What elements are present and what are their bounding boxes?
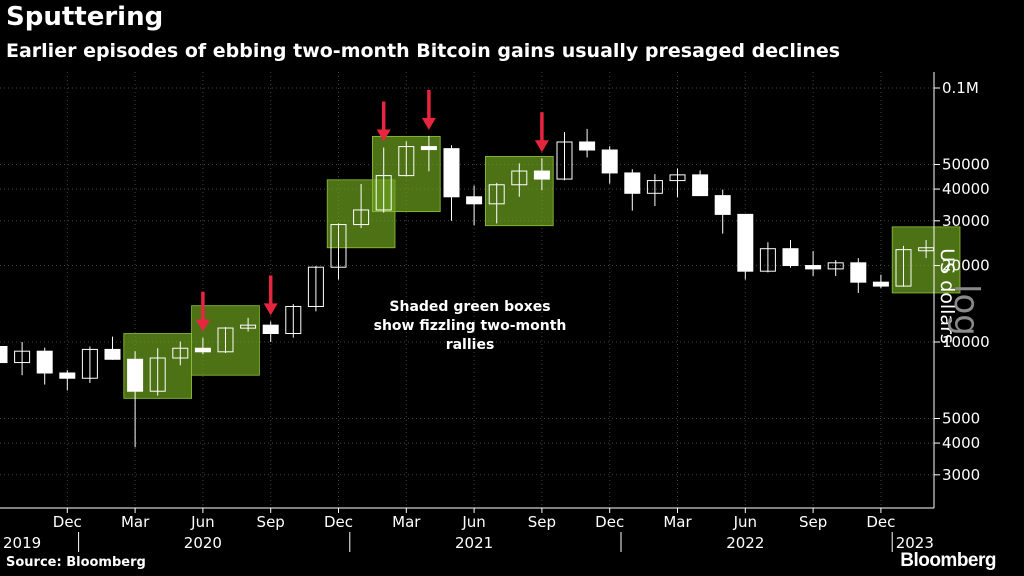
candle-body: [737, 213, 754, 272]
candle-body: [36, 350, 53, 374]
bloomberg-logo: Bloomberg: [900, 550, 996, 571]
candle-body: [398, 146, 415, 177]
candle-body: [895, 249, 912, 287]
y-tick-label: 4000: [942, 434, 980, 452]
candle-body: [307, 266, 324, 307]
candle-body: [466, 196, 483, 205]
candle-body: [805, 265, 822, 270]
candle-body: [375, 175, 392, 211]
y-tick-label: 50000: [942, 155, 990, 173]
x-axis: Dec Mar Jun Sep Dec Mar Jun Sep Dec Mar Jun Sep Dec2…: [0, 507, 934, 552]
candles: [0, 128, 935, 448]
year-label: 2023: [896, 534, 934, 552]
x-tick-label: Jun: [461, 513, 485, 531]
x-tick-label: Mar: [663, 513, 692, 531]
candle-body: [443, 148, 460, 198]
annotation-line-2: show fizzling two-month rallies: [373, 318, 567, 353]
year-label: 2019: [3, 534, 41, 552]
x-tick-label: Mar: [392, 513, 421, 531]
candle-body: [172, 347, 189, 359]
candle-body: [0, 346, 8, 364]
chart-annotation: Shaded green boxes show fizzling two-mon…: [370, 298, 570, 355]
candle-body: [669, 174, 686, 182]
candle-body: [601, 149, 618, 174]
x-tick-label: Jun: [190, 513, 214, 531]
year-label: 2020: [184, 534, 222, 552]
candle-body: [556, 141, 573, 180]
y-tick-label: 0.1M: [942, 79, 979, 97]
x-tick-label: Dec: [866, 513, 895, 531]
candle-body: [488, 184, 505, 205]
candle-body: [511, 170, 528, 186]
y-tick-label: 5000: [942, 409, 980, 427]
x-tick-label: Mar: [121, 513, 150, 531]
x-tick-label: Sep: [257, 513, 285, 531]
candle-body: [14, 350, 31, 364]
year-label: 2022: [726, 534, 764, 552]
y-tick-label: 3000: [942, 466, 980, 484]
candle-body: [850, 262, 867, 283]
candle-body: [59, 372, 76, 379]
annotation-line-1: Shaded green boxes: [389, 299, 551, 315]
candle-body: [646, 180, 663, 194]
y-axis: 3000 4000 5000 10000 20000 30000 40000 50000 0.1…: [933, 72, 990, 508]
source-note: Source: Bloomberg: [6, 555, 146, 570]
x-tick-label: Dec: [324, 513, 353, 531]
arrow-head: [263, 303, 278, 316]
candle-body: [240, 324, 257, 329]
candle-body: [285, 305, 302, 335]
candle-body: [759, 248, 776, 272]
candle-body: [624, 172, 641, 194]
arrow-head: [195, 319, 210, 332]
candle-body: [692, 174, 709, 197]
chart-subtitle: Earlier episodes of ebbing two-month Bit…: [6, 40, 841, 62]
candle-body: [217, 327, 234, 353]
arrow-head: [534, 140, 549, 153]
chart-title: Sputtering: [6, 2, 164, 32]
candle-body: [262, 324, 279, 335]
year-label: 2021: [455, 534, 493, 552]
candle-body: [533, 170, 550, 180]
candle-body: [81, 348, 98, 379]
candle-body: [872, 281, 889, 287]
arrows: [195, 89, 549, 332]
x-tick-label: Dec: [53, 513, 82, 531]
x-tick-label: Sep: [528, 513, 556, 531]
candle-body: [149, 357, 166, 392]
candle-body: [420, 146, 437, 151]
arrow-head: [376, 129, 391, 142]
candle-body: [714, 195, 731, 215]
x-tick-label: Dec: [595, 513, 624, 531]
arrow-head: [421, 117, 436, 130]
candle-body: [127, 358, 144, 392]
x-tick-label: Jun: [733, 513, 757, 531]
candle-body: [782, 248, 799, 267]
candle-body: [579, 141, 596, 151]
x-tick-label: Sep: [799, 513, 827, 531]
y-tick-label: 10000: [942, 333, 990, 351]
candle-body: [194, 347, 211, 353]
candle-body: [353, 209, 370, 226]
y-tick-label: 20000: [942, 257, 990, 275]
gridlines: [0, 72, 934, 508]
candle-body: [827, 262, 844, 270]
candle-body: [330, 224, 347, 268]
candle-body: [104, 348, 121, 360]
y-tick-label: 40000: [942, 180, 990, 198]
log-scale-tag: log: [946, 284, 986, 336]
y-tick-label: 30000: [942, 212, 990, 230]
